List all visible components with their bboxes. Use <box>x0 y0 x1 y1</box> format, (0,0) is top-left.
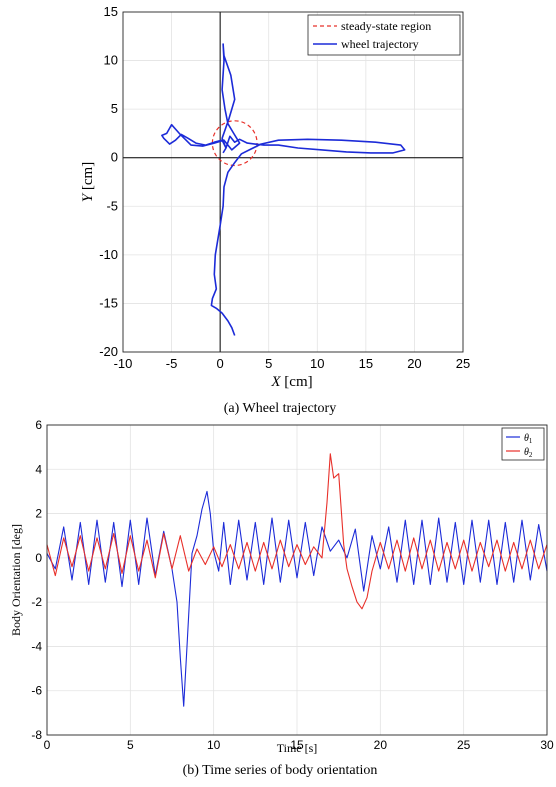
x-tick-label-b: 25 <box>457 738 471 752</box>
series-a <box>161 43 406 336</box>
x-tick-label-b: 15 <box>290 738 304 752</box>
series-line-theta1 <box>46 490 548 707</box>
series-b <box>46 453 548 707</box>
y-tick-label-a: -5 <box>106 198 118 213</box>
plot-area-a <box>123 12 463 352</box>
y-tick-label-b: 2 <box>35 507 42 521</box>
y-tick-label-a: -15 <box>99 295 118 310</box>
legend-box-a <box>307 14 461 56</box>
x-axis-label-a: X [cm] <box>270 374 312 390</box>
tick-labels-a: -10 -5 0 5 10 15 20 25 -20 -15 -10 -5 0 5 10 15 <box>99 4 470 371</box>
x-tick-label-b: 5 <box>127 738 134 752</box>
x-tick-label-a: -5 <box>166 356 178 371</box>
y-axis-label-b: Body Orientation [deg] <box>9 524 23 636</box>
legend-label-steady-state: steady-state region <box>341 19 431 33</box>
y-tick-label-a: 10 <box>104 53 118 68</box>
grid-b <box>46 424 548 736</box>
x-tick-label-a: 0 <box>217 356 224 371</box>
y-tick-label-b: -6 <box>31 684 42 698</box>
steady-state-circle <box>211 120 258 167</box>
x-tick-label-b: 20 <box>374 738 388 752</box>
y-tick-label-a: 5 <box>111 101 118 116</box>
x-tick-label-a: 25 <box>456 356 470 371</box>
x-axis-label-b: Time [s] <box>277 741 318 755</box>
y-tick-label-a: 15 <box>104 4 118 19</box>
x-tick-label-b: 0 <box>44 738 51 752</box>
y-tick-label-b: 6 <box>35 418 42 432</box>
x-tick-label-b: 30 <box>540 738 554 752</box>
y-tick-label-b: 4 <box>35 462 42 476</box>
legend-a: steady-state region wheel trajectory <box>307 14 461 56</box>
x-tick-label-b: 10 <box>207 738 221 752</box>
caption-b: (b) Time series of body orientation <box>183 763 378 778</box>
legend-b: θ1 θ2 <box>501 427 545 461</box>
x-tick-label-a: 20 <box>407 356 421 371</box>
y-tick-label-a: 0 <box>111 150 118 165</box>
caption-a: (a) Wheel trajectory <box>224 401 336 416</box>
y-tick-label-a: -10 <box>99 247 118 262</box>
y-axis-label-a: Y [cm] <box>80 162 96 202</box>
y-tick-label-b: -4 <box>31 639 42 653</box>
y-tick-label-b: 0 <box>35 551 42 565</box>
y-tick-label-b: -8 <box>31 728 42 742</box>
x-tick-label-a: 5 <box>265 356 272 371</box>
plot-frame-b <box>46 424 548 736</box>
x-tick-label-a: -10 <box>114 356 133 371</box>
legend-label-wheel-trajectory: wheel trajectory <box>341 37 419 51</box>
wheel-trajectory-line <box>161 43 406 336</box>
x-tick-label-a: 10 <box>310 356 324 371</box>
legend-label-theta2: θ2 <box>524 447 533 459</box>
legend-box-b <box>501 427 545 461</box>
series-line-theta2 <box>46 453 548 610</box>
y-tick-label-a: -20 <box>99 344 118 359</box>
reference-axes-a <box>123 12 463 352</box>
x-tick-label-a: 15 <box>359 356 373 371</box>
legend-label-theta1: θ1 <box>524 433 533 445</box>
tick-labels-b: 0 5 10 15 20 25 30 -8 -6 -4 -2 0 2 4 6 <box>31 418 554 752</box>
wheel-trajectory-chart: -10 -5 0 5 10 15 20 25 -20 -15 -10 -5 0 5 10 15 steady-… <box>80 4 470 416</box>
plot-frame-a <box>122 11 464 353</box>
y-tick-label-b: -2 <box>31 595 42 609</box>
